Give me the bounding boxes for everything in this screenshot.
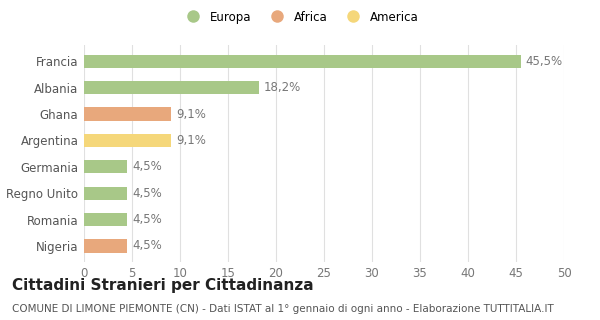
Text: Cittadini Stranieri per Cittadinanza: Cittadini Stranieri per Cittadinanza [12, 278, 314, 293]
Bar [84, 81, 259, 94]
Text: 4,5%: 4,5% [132, 239, 162, 252]
Text: 4,5%: 4,5% [132, 187, 162, 200]
Bar [84, 187, 127, 200]
Text: COMUNE DI LIMONE PIEMONTE (CN) - Dati ISTAT al 1° gennaio di ogni anno - Elabora: COMUNE DI LIMONE PIEMONTE (CN) - Dati IS… [12, 304, 554, 314]
Bar [84, 134, 172, 147]
Legend: Europa, Africa, America: Europa, Africa, America [176, 6, 424, 28]
Text: 9,1%: 9,1% [176, 108, 206, 121]
Text: 4,5%: 4,5% [132, 213, 162, 226]
Bar [84, 160, 127, 173]
Bar [84, 55, 521, 68]
Text: 4,5%: 4,5% [132, 160, 162, 173]
Text: 18,2%: 18,2% [263, 81, 301, 94]
Bar [84, 239, 127, 252]
Bar [84, 108, 172, 121]
Bar [84, 213, 127, 226]
Text: 45,5%: 45,5% [526, 55, 563, 68]
Text: 9,1%: 9,1% [176, 134, 206, 147]
